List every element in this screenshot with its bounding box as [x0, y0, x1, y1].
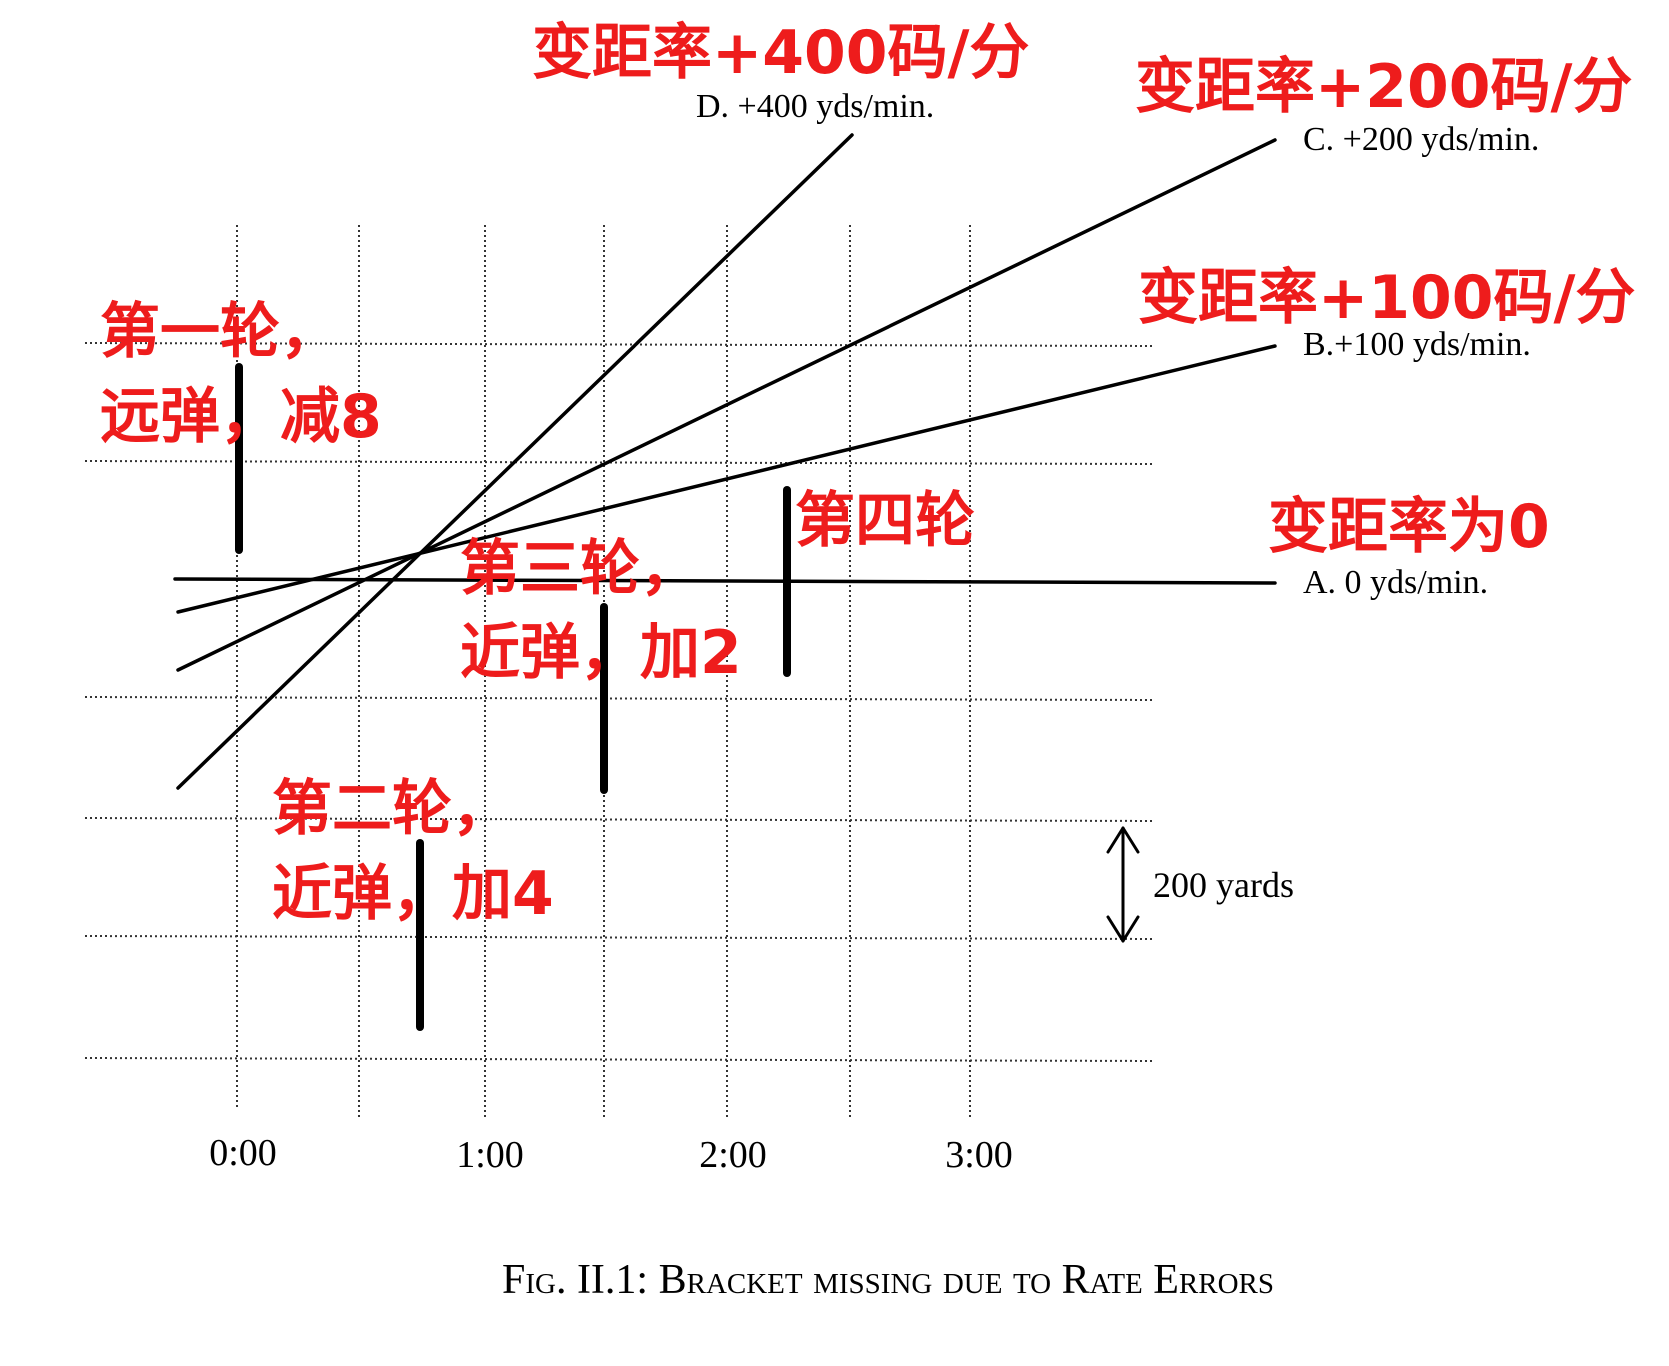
- time-tick-label: 0:00: [209, 1132, 277, 1174]
- scale-arrow-up-icon: [1106, 826, 1140, 854]
- line-b-label: B.+100 yds/min.: [1303, 326, 1531, 363]
- line-d-label: D. +400 yds/min.: [696, 88, 934, 125]
- line-a-zero-rate: [173, 577, 1277, 585]
- horizontal-grid: [84, 342, 1156, 1062]
- line-labels: D. +400 yds/min. C. +200 yds/min. B.+100…: [696, 88, 1539, 601]
- scale-label: 200 yards: [1153, 865, 1294, 905]
- rate-lines: [173, 133, 1277, 790]
- line-d-400-rate: [176, 133, 854, 790]
- line-b-100-rate: [176, 344, 1277, 614]
- salvo-2-annotation-line2: 近弹，加4: [272, 859, 554, 929]
- scale-arrow-down-icon: [1106, 915, 1140, 943]
- time-axis: 0:00 1:00 2:00 3:00: [209, 1132, 1013, 1176]
- salvo-3-annotation-line2: 近弹，加2: [460, 618, 742, 688]
- time-tick-label: 2:00: [699, 1134, 767, 1176]
- grid-row: [84, 935, 1156, 940]
- grid-row: [84, 696, 1156, 701]
- salvo-4-annotation-line1: 第四轮: [795, 486, 975, 556]
- grid-row: [84, 342, 1156, 347]
- line-a-annotation: 变距率为0: [1268, 492, 1550, 562]
- salvo-3-annotation-line1: 第三轮，: [460, 534, 700, 604]
- salvo-bars: [235, 363, 791, 1031]
- grid-row: [84, 1057, 1156, 1062]
- rate-annotations: 变距率+400码/分 变距率+200码/分 变距率+100码/分 变距率为0: [532, 18, 1635, 562]
- line-a-label: A. 0 yds/min.: [1303, 564, 1488, 601]
- figure-caption: Fig. II.1: Bracket missing due to Rate E…: [502, 1257, 1274, 1303]
- grid-row: [84, 460, 1156, 465]
- vertical-grid: [236, 225, 971, 1120]
- line-c-200-rate: [176, 138, 1277, 672]
- grid-row: [84, 817, 1156, 822]
- scale-indicator: [1106, 826, 1140, 943]
- line-c-annotation: 变距率+200码/分: [1135, 52, 1632, 122]
- line-c-label: C. +200 yds/min.: [1303, 121, 1539, 158]
- time-tick-label: 3:00: [945, 1134, 1013, 1176]
- time-tick-label: 1:00: [456, 1134, 524, 1176]
- line-d-annotation: 变距率+400码/分: [532, 18, 1029, 88]
- salvo-1-annotation-line2: 远弹，减8: [100, 382, 382, 452]
- salvo-2-annotation-line1: 第二轮，: [272, 774, 512, 844]
- line-b-annotation: 变距率+100码/分: [1138, 263, 1635, 333]
- salvo-annotations: 第一轮， 远弹，减8 第二轮， 近弹，加4 第三轮， 近弹，加2 第四轮: [100, 297, 975, 929]
- salvo-1-annotation-line1: 第一轮，: [100, 297, 340, 367]
